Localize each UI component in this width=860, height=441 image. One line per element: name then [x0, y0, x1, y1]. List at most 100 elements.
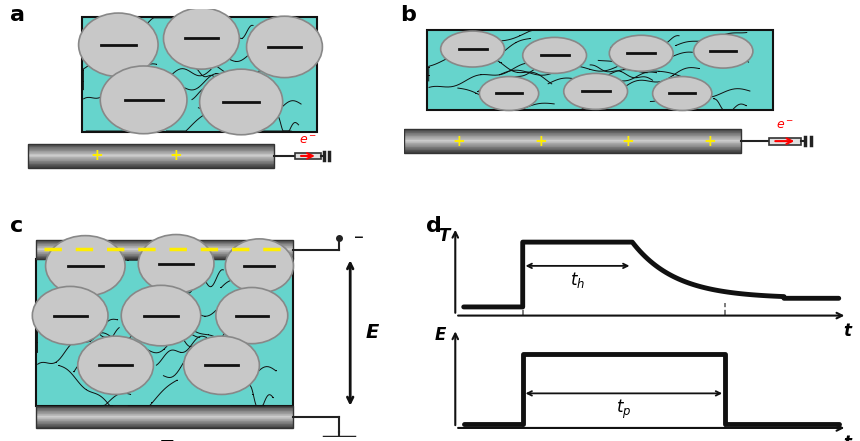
- Bar: [28, 159, 273, 160]
- Bar: [28, 163, 273, 164]
- Bar: [28, 161, 273, 162]
- Ellipse shape: [46, 235, 125, 296]
- Bar: [163, 93, 165, 94]
- Bar: [404, 140, 741, 141]
- Bar: [711, 49, 714, 50]
- Bar: [261, 405, 262, 406]
- Bar: [139, 405, 140, 406]
- Bar: [237, 380, 239, 381]
- Bar: [273, 397, 274, 398]
- Text: $e^-$: $e^-$: [298, 134, 317, 147]
- Bar: [105, 269, 106, 270]
- Bar: [404, 137, 741, 138]
- Bar: [36, 256, 293, 257]
- Bar: [36, 426, 293, 427]
- Text: $t_h$: $t_h$: [570, 270, 585, 290]
- Bar: [404, 135, 741, 136]
- Bar: [427, 30, 773, 110]
- Text: E: E: [366, 323, 378, 342]
- Bar: [202, 75, 203, 76]
- Bar: [73, 371, 75, 372]
- Ellipse shape: [564, 73, 628, 109]
- Bar: [721, 51, 723, 52]
- Bar: [517, 72, 519, 73]
- Bar: [573, 78, 574, 79]
- Bar: [500, 62, 501, 63]
- Bar: [730, 56, 732, 57]
- Ellipse shape: [33, 286, 108, 345]
- Bar: [144, 348, 145, 349]
- Bar: [404, 146, 741, 147]
- Text: t: t: [844, 322, 851, 340]
- Bar: [36, 412, 293, 413]
- Bar: [171, 74, 173, 75]
- Bar: [92, 61, 93, 62]
- Bar: [36, 420, 293, 421]
- Bar: [119, 80, 120, 81]
- Bar: [36, 417, 293, 418]
- Bar: [112, 275, 114, 276]
- Bar: [249, 108, 250, 109]
- Bar: [36, 257, 293, 258]
- Bar: [404, 130, 741, 131]
- Bar: [58, 365, 60, 366]
- Bar: [36, 243, 293, 244]
- Bar: [211, 286, 212, 287]
- Bar: [28, 162, 273, 163]
- Bar: [72, 374, 74, 375]
- Bar: [404, 147, 741, 148]
- Ellipse shape: [77, 336, 153, 394]
- Bar: [222, 56, 224, 57]
- Bar: [535, 73, 537, 74]
- Bar: [83, 17, 317, 131]
- Bar: [36, 419, 293, 420]
- Text: a: a: [10, 4, 25, 25]
- Ellipse shape: [247, 16, 322, 78]
- Bar: [81, 317, 83, 318]
- Bar: [206, 41, 207, 42]
- Bar: [36, 240, 293, 241]
- Bar: [404, 138, 741, 139]
- Bar: [36, 244, 293, 245]
- Bar: [28, 149, 273, 150]
- Bar: [617, 62, 618, 63]
- Bar: [404, 142, 741, 143]
- Bar: [36, 252, 293, 253]
- Bar: [582, 108, 584, 109]
- Bar: [86, 389, 88, 390]
- Text: +: +: [169, 149, 182, 164]
- Bar: [28, 154, 273, 155]
- Bar: [250, 39, 252, 40]
- Bar: [242, 38, 243, 39]
- Bar: [404, 150, 741, 151]
- Bar: [404, 149, 741, 150]
- Bar: [36, 414, 293, 415]
- Bar: [249, 53, 250, 54]
- Bar: [236, 61, 237, 62]
- Bar: [218, 342, 219, 343]
- Bar: [261, 265, 262, 266]
- Bar: [202, 89, 203, 90]
- Bar: [633, 57, 635, 58]
- Bar: [191, 346, 193, 347]
- Bar: [298, 124, 299, 125]
- Bar: [637, 68, 639, 69]
- Bar: [176, 380, 178, 381]
- Bar: [199, 118, 200, 119]
- Bar: [256, 405, 258, 406]
- Bar: [76, 340, 77, 341]
- Bar: [266, 71, 267, 72]
- Bar: [655, 72, 657, 73]
- Bar: [210, 111, 212, 112]
- Bar: [253, 394, 254, 395]
- Bar: [295, 153, 321, 159]
- Bar: [230, 89, 232, 90]
- Bar: [287, 55, 289, 56]
- Bar: [522, 108, 524, 109]
- Bar: [28, 164, 273, 165]
- Text: –: –: [354, 228, 364, 247]
- Bar: [36, 259, 293, 406]
- Bar: [28, 144, 273, 145]
- Bar: [589, 69, 591, 70]
- Bar: [610, 47, 612, 48]
